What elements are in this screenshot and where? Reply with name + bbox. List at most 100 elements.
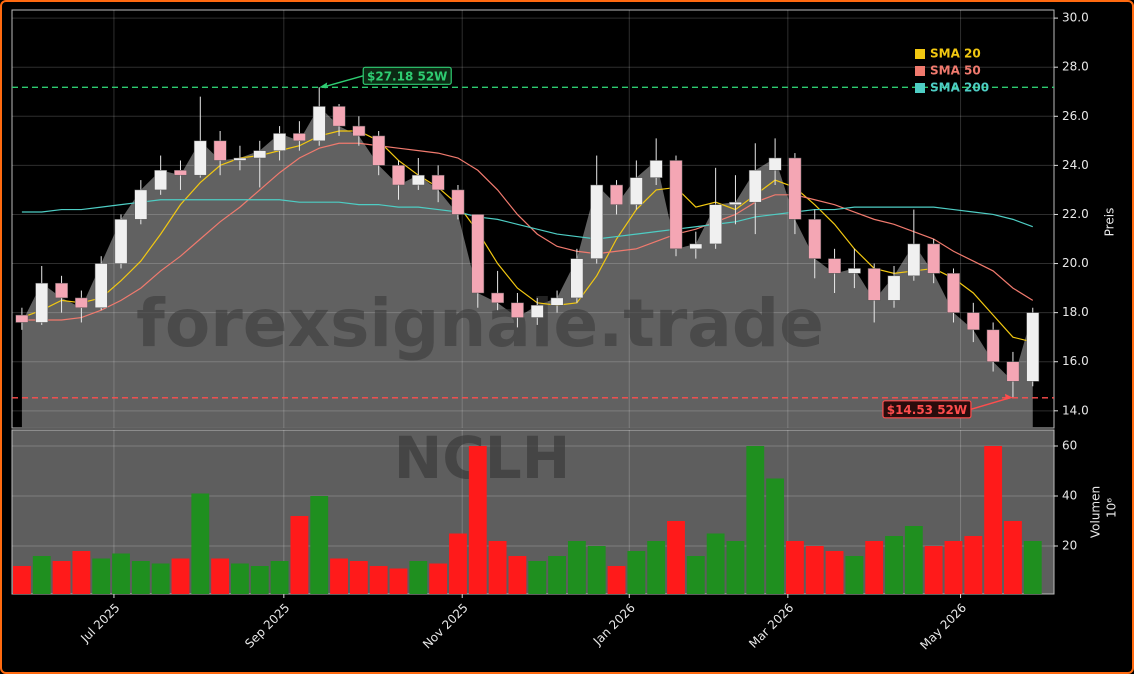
candle-body [35,282,49,323]
volume-bar [667,521,685,594]
annotation-box [362,66,452,85]
y-tick-label: 30.0 [1062,11,1089,25]
volume-bar [32,556,51,594]
candle-body [431,174,445,191]
candle-body [213,140,227,161]
sma-line [21,142,1034,321]
candle-body [451,189,465,215]
candle-body [74,297,88,308]
x-tick-label: May 2026 [917,601,969,653]
volume-bar [865,541,884,594]
arrow-head [319,82,328,89]
candle-body [867,268,881,301]
close-area [21,106,1033,428]
y-tick-label: 22.0 [1062,207,1089,221]
candle-body [332,106,346,127]
candle-body [550,297,564,306]
candle-body [748,170,762,203]
y-axis-label: Preis [1103,208,1117,237]
volume-bar [310,496,329,594]
candle-body [590,184,604,259]
candle-body [174,170,187,176]
volume-bar [270,561,289,594]
candle-body [570,258,584,299]
candle-body [828,258,841,274]
volume-bar [389,568,408,594]
candle-body [808,219,822,259]
candle-body [491,292,505,304]
volume-bar [171,558,190,594]
volume-bar [984,446,1003,594]
candle-body [293,133,306,142]
candle-body [927,243,941,274]
candle-body [55,282,68,299]
legend-label: SMA 50 [930,64,981,78]
candle-body [15,314,29,323]
candle-body [788,157,802,220]
marks-layer: $27.18 52W $14.53 52W SMA 20 SMA 50 SMA 200 [12,47,1054,594]
volume-bar [964,536,983,594]
volume-bar [12,566,31,594]
volume-bar [607,566,626,594]
volume-bar [587,546,606,594]
candle-body [233,157,247,161]
volume-bar [805,546,824,594]
candle-body [610,184,623,205]
volume-bar [409,561,428,594]
volume-bar [904,526,923,594]
volume-bar [845,556,864,594]
y-tick-label: 20.0 [1062,256,1089,270]
volume-bar [52,561,71,594]
candle-body [887,275,901,301]
volume-bar [528,561,547,594]
volume-bar [72,551,91,594]
candle-body [530,305,544,318]
legend-label: SMA 200 [930,81,989,95]
x-tick-label: Jan 2026 [590,601,638,649]
volume-bar [548,556,566,594]
candle-body [907,243,921,277]
volume-tick-label: 40 [1062,489,1077,503]
volume-unit: 10⁶ [1105,498,1119,518]
volume-bar [726,541,745,594]
arrow-head [1004,393,1013,400]
x-tick-label: Mar 2026 [746,601,796,651]
volume-tick-label: 60 [1062,439,1077,453]
volume-bar [1023,541,1042,594]
candle-body [947,273,960,313]
legend-swatch [915,66,925,76]
y-tick-label: 26.0 [1062,109,1089,123]
y-tick-label: 14.0 [1062,403,1089,417]
area-layer [21,106,1033,428]
candle-body [273,133,286,151]
candle-body [372,135,386,166]
candle-body [411,174,425,186]
candle-body [352,125,366,137]
candle-body [134,189,148,220]
candle-body [986,329,1000,362]
y-tick-label: 18.0 [1062,305,1089,319]
sma-line [21,130,1033,343]
x-tick-label: Jul 2025 [77,601,122,646]
legend-swatch [915,83,925,93]
legend-swatch [915,49,925,59]
candle-body [689,243,703,250]
volume-bar [131,561,150,594]
candle-body [669,160,683,250]
candle-body [392,165,405,186]
volume-axis-label: Volumen [1089,486,1103,538]
x-tick-label: Sep 2025 [242,601,292,651]
candle-body [154,170,168,191]
volume-bar [508,556,527,594]
candle-body [114,219,128,264]
volume-bar [488,541,507,594]
volume-bar [151,563,170,594]
volume-bar [885,536,903,594]
volume-bar [429,563,448,594]
volume-bar [1004,521,1022,594]
candle-body [847,268,861,274]
candle-body [1026,312,1040,382]
candle-body [511,302,524,318]
annotation-arrow [322,75,364,89]
